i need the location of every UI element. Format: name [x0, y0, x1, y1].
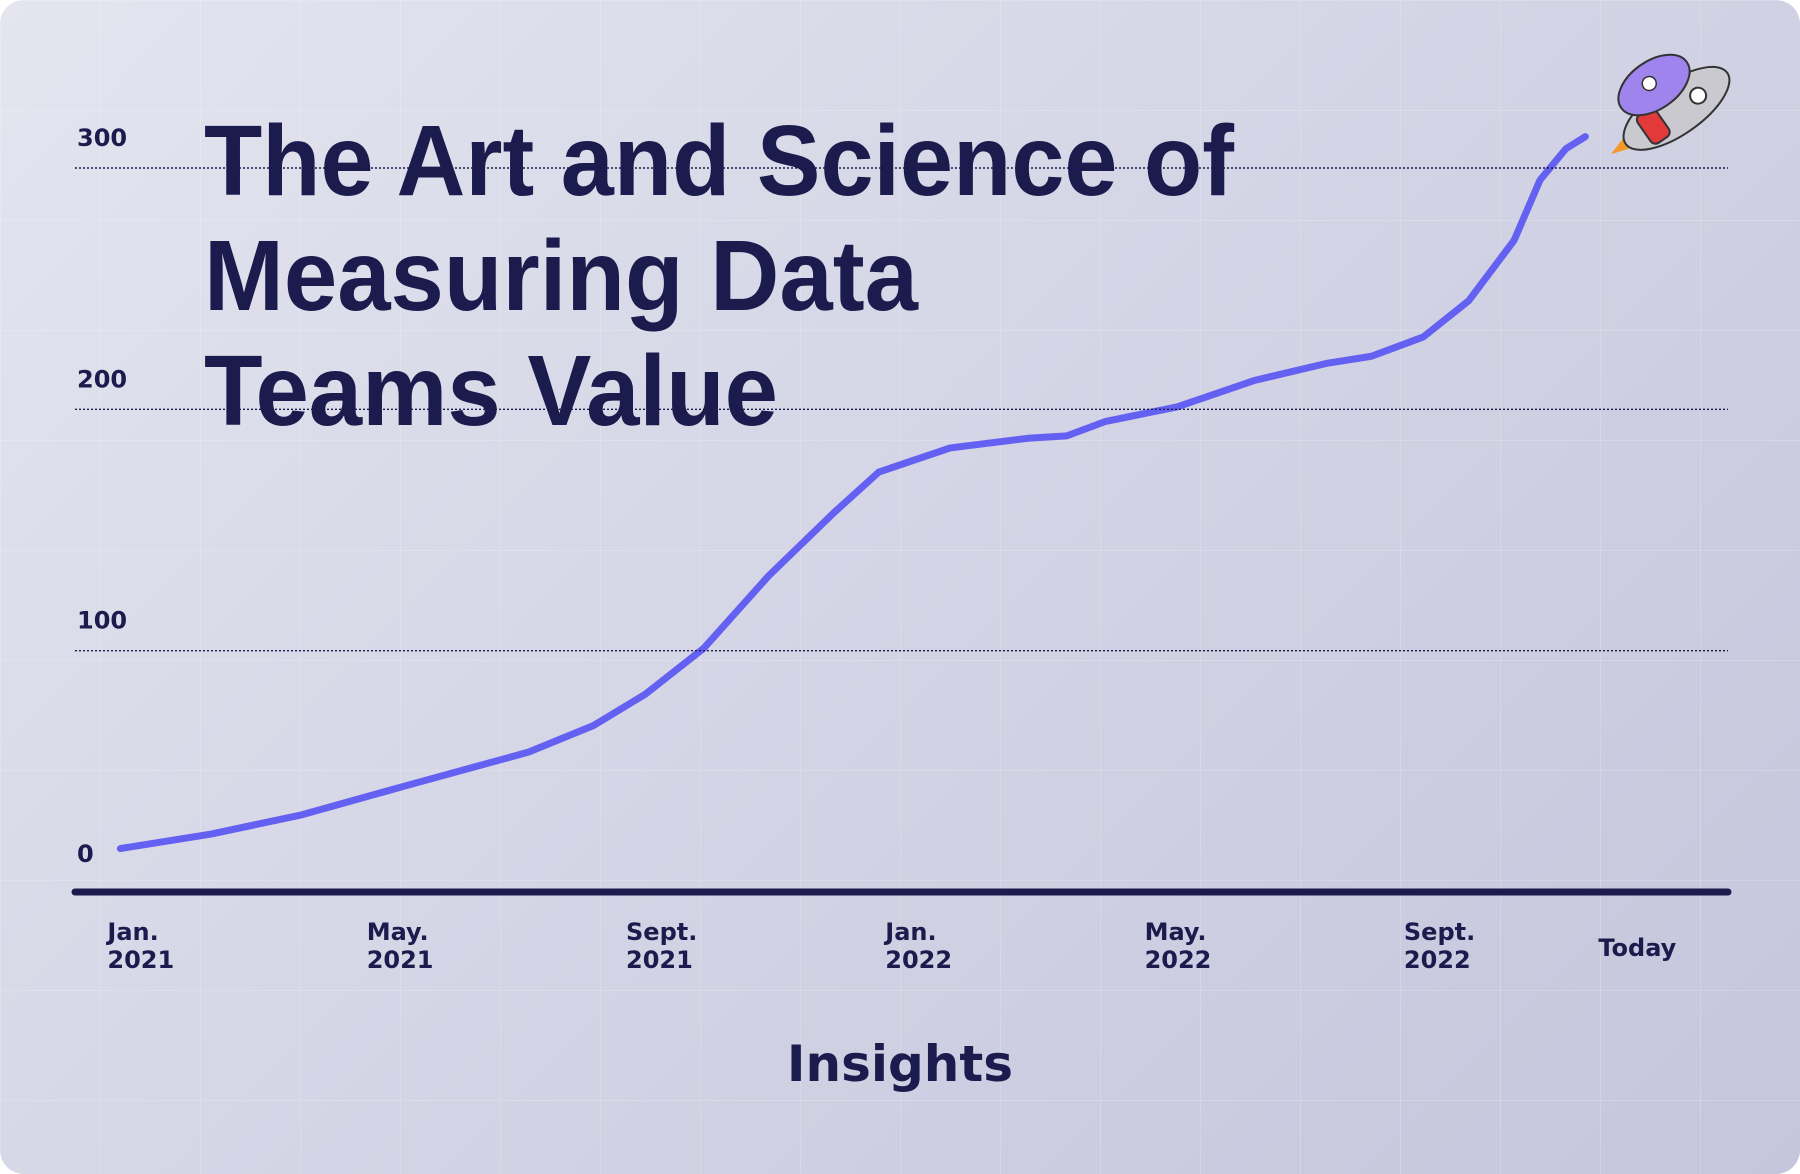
y-tick-label: 200 [77, 365, 127, 393]
y-tick-label: 100 [77, 607, 127, 635]
x-tick-label: Today [1598, 934, 1677, 962]
x-tick-label: Sept. 2021 [626, 918, 698, 974]
y-tick-label: 300 [77, 124, 127, 152]
eye [1641, 75, 1658, 92]
x-tick-label: Sept. 2022 [1403, 918, 1476, 974]
x-tick-label: Jan. 2021 [107, 918, 175, 974]
y-tick-label: 0 [77, 840, 94, 868]
title: The Art and Science of Measuring Data Te… [204, 105, 1235, 447]
x-tick-label: May. 2021 [366, 918, 434, 974]
x-tick-label: Jan. 2022 [885, 918, 953, 974]
window [1689, 86, 1708, 105]
title-line: The Art and Science of [204, 105, 1235, 217]
x-tick-label: May. 2022 [1144, 918, 1212, 974]
rocket [1610, 53, 1731, 155]
title-line: Measuring Data [204, 220, 919, 332]
title-line: Teams Value [204, 335, 778, 447]
footer: Insights [786, 1035, 1014, 1093]
line [116, 133, 1589, 853]
